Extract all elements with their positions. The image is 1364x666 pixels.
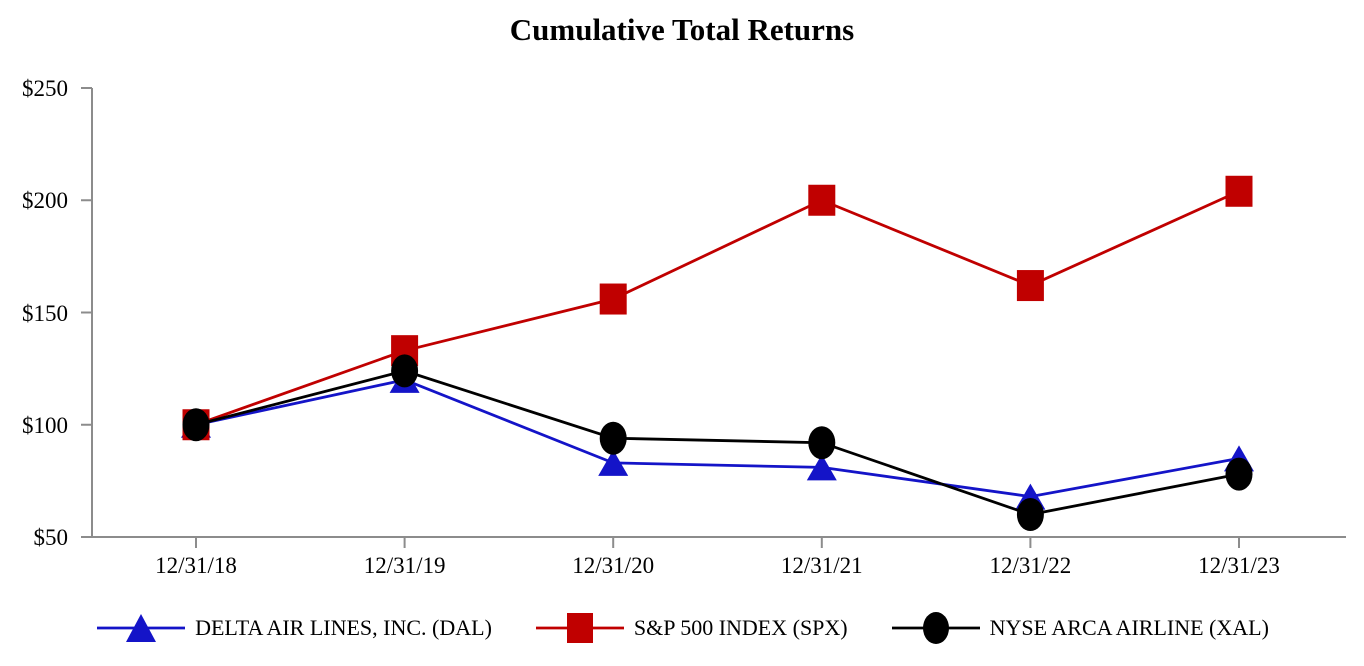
y-tick-label: $100 [22, 412, 68, 438]
x-tick-label: 12/31/20 [572, 553, 655, 578]
series-line [195, 189, 1240, 427]
legend-item: NYSE ARCA AIRLINE (XAL) [890, 610, 1269, 646]
series-line [195, 378, 1240, 499]
data-point [599, 421, 627, 455]
x-tick-label: 12/31/19 [363, 553, 446, 578]
x-tick-label: 12/31/18 [155, 553, 237, 578]
data-point [808, 426, 836, 460]
chart-title: Cumulative Total Returns [509, 12, 855, 47]
y-tick-label: $150 [22, 300, 68, 326]
legend-triangle-marker-icon [97, 614, 186, 642]
data-point [1225, 175, 1253, 207]
y-tick-label: $200 [22, 188, 68, 214]
data-point [1016, 498, 1044, 532]
data-point [182, 408, 210, 442]
chart-legend: DELTA AIR LINES, INC. (DAL) S&P 500 INDEX… [0, 606, 1364, 650]
legend-item: S&P 500 INDEX (SPX) [534, 610, 848, 646]
legend-circle-marker-icon [891, 612, 980, 644]
legend-square-marker-icon [535, 613, 624, 643]
data-point [808, 184, 836, 216]
data-point [806, 454, 837, 481]
x-tick-label: 12/31/22 [989, 553, 1072, 578]
series-line [195, 369, 1240, 516]
data-point [391, 354, 419, 388]
legend-item: DELTA AIR LINES, INC. (DAL) [95, 610, 492, 646]
data-point [599, 283, 627, 315]
data-point [1016, 270, 1044, 302]
y-tick-label: $50 [33, 525, 69, 550]
x-tick-label: 12/31/23 [1198, 553, 1280, 578]
data-point [598, 449, 629, 476]
legend-label: S&P 500 INDEX (SPX) [633, 615, 848, 640]
x-tick-label: 12/31/21 [780, 553, 863, 578]
legend-label: NYSE ARCA AIRLINE (XAL) [989, 615, 1269, 640]
legend-label: DELTA AIR LINES, INC. (DAL) [195, 615, 492, 640]
y-tick-label: $250 [22, 76, 68, 101]
data-point [1225, 457, 1253, 491]
